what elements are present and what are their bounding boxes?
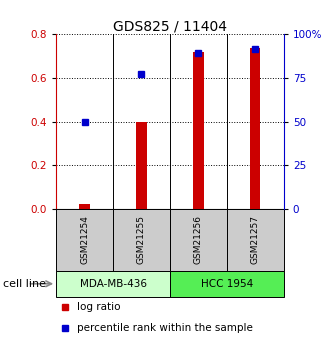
Bar [250,48,260,209]
Bar [170,209,227,271]
Bar [170,271,284,297]
Bar [227,209,284,271]
Bar [56,271,170,297]
Text: GSM21256: GSM21256 [194,215,203,264]
Text: HCC 1954: HCC 1954 [201,279,253,289]
Text: GSM21254: GSM21254 [80,215,89,264]
Text: cell line: cell line [3,279,46,289]
Bar [113,209,170,271]
Bar [136,121,147,209]
Bar [193,52,204,209]
Bar [56,209,113,271]
Bar [80,204,90,209]
Text: percentile rank within the sample: percentile rank within the sample [77,323,252,333]
Text: GSM21257: GSM21257 [251,215,260,264]
Text: MDA-MB-436: MDA-MB-436 [80,279,147,289]
Text: log ratio: log ratio [77,302,120,312]
Title: GDS825 / 11404: GDS825 / 11404 [113,19,227,33]
Text: GSM21255: GSM21255 [137,215,146,264]
